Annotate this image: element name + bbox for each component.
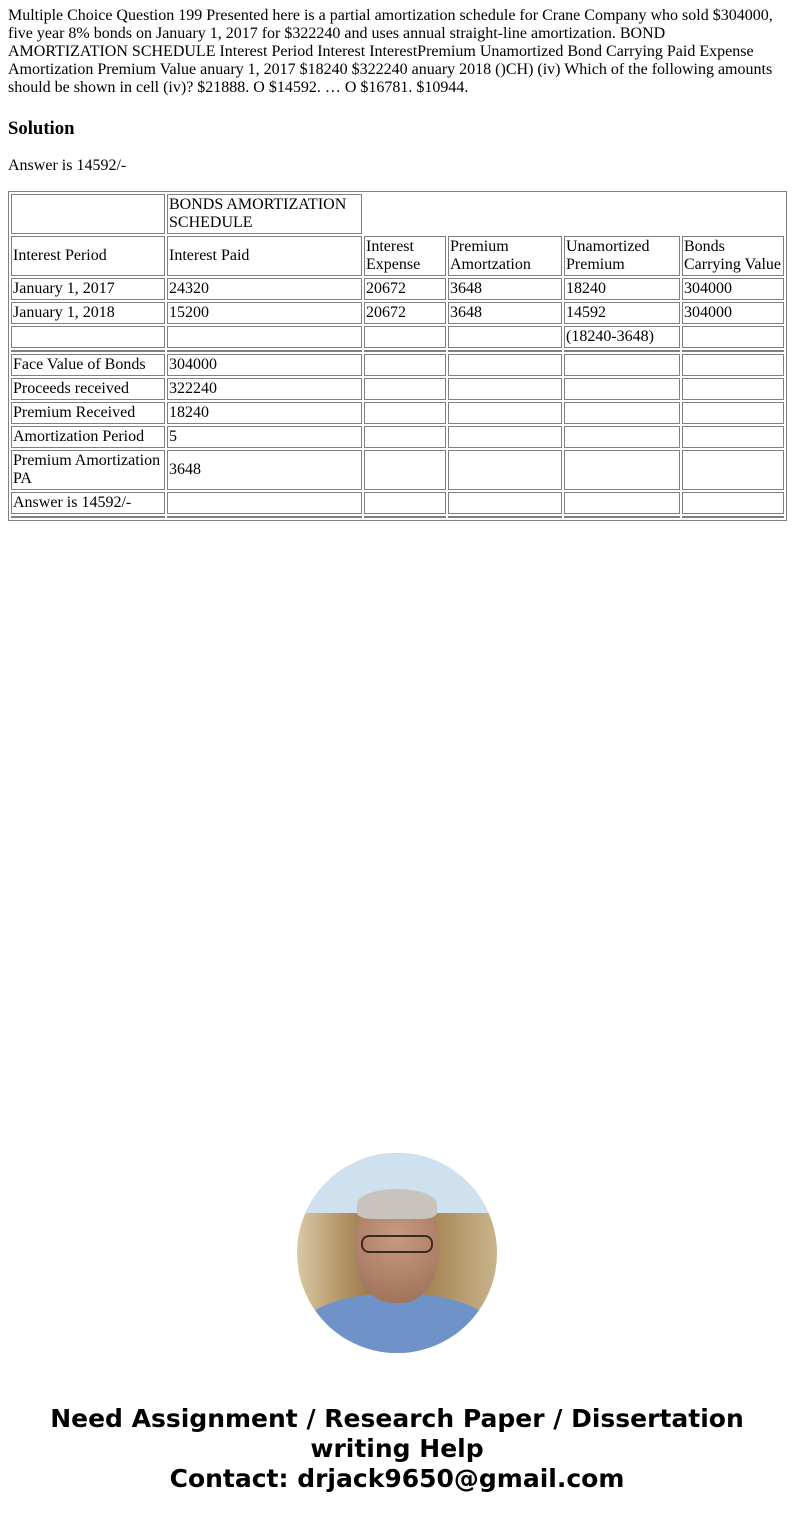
amortization-table: BONDS AMORTIZATION SCHEDULE Interest Per… [8,191,787,521]
table-header-row: Interest Period Interest Paid Interest E… [11,236,784,276]
column-header: Interest Paid [167,236,362,276]
separator-row [11,350,784,352]
table-cell [564,426,680,448]
answer-text: Answer is 14592/- [8,157,127,174]
question-text: Multiple Choice Question 199 Presented h… [8,7,773,96]
table-cell: Amortization Period [11,426,165,448]
table-cell [11,194,165,234]
table-cell [682,492,784,514]
table-cell [364,354,446,376]
table-cell: 18240 [564,278,680,300]
table-cell [167,492,362,514]
table-cell [682,402,784,424]
table-cell: 18240 [167,402,362,424]
table-cell [564,492,680,514]
table-cell [564,450,680,490]
summary-row: Premium Amortization PA 3648 [11,450,784,490]
footer-contact: Contact: drjack9650@gmail.com [169,1464,625,1493]
table-cell: 304000 [167,354,362,376]
table-row: January 1, 2018 15200 20672 3648 14592 304000 [11,302,784,324]
table-title-row: BONDS AMORTIZATION SCHEDULE [11,194,784,234]
table-cell [564,354,680,376]
table-cell [167,326,362,348]
table-cell [564,378,680,400]
table-cell: Proceeds received [11,378,165,400]
table-cell [364,402,446,424]
contact-footer: Need Assignment / Research Paper / Disse… [0,1404,794,1494]
table-cell: 3648 [448,278,562,300]
table-title: BONDS AMORTIZATION SCHEDULE [167,194,362,234]
table-row: (18240-3648) [11,326,784,348]
table-cell [364,450,446,490]
summary-row: Amortization Period 5 [11,426,784,448]
table-cell [682,450,784,490]
table-cell: 322240 [167,378,362,400]
table-cell [364,492,446,514]
table-cell [448,402,562,424]
author-avatar [297,1153,497,1353]
column-header: Interest Expense [364,236,446,276]
glasses-icon [361,1235,433,1253]
summary-row: Premium Received 18240 [11,402,784,424]
table-cell: January 1, 2018 [11,302,165,324]
table-cell [364,326,446,348]
table-cell [364,378,446,400]
column-header: Bonds Carrying Value [682,236,784,276]
table-cell: 24320 [167,278,362,300]
table-cell: 14592 [564,302,680,324]
table-cell: Premium Amortization PA [11,450,165,490]
table-cell [682,326,784,348]
summary-row: Answer is 14592/- [11,492,784,514]
table-row: January 1, 2017 24320 20672 3648 18240 304000 [11,278,784,300]
table-cell [682,354,784,376]
column-header: Premium Amortzation [448,236,562,276]
solution-heading: Solution [8,118,75,139]
table-cell: Premium Received [11,402,165,424]
table-cell [682,426,784,448]
table-cell [448,326,562,348]
table-cell: January 1, 2017 [11,278,165,300]
table-cell [448,354,562,376]
separator-row [11,516,784,518]
table-cell [682,378,784,400]
table-cell: 15200 [167,302,362,324]
table-cell: 20672 [364,302,446,324]
table-cell [564,402,680,424]
table-cell: 304000 [682,278,784,300]
table-cell: 5 [167,426,362,448]
table-cell: 3648 [167,450,362,490]
table-cell: 20672 [364,278,446,300]
table-cell [364,426,446,448]
table-cell: 3648 [448,302,562,324]
column-header: Interest Period [11,236,165,276]
column-header: Unamortized Premium [564,236,680,276]
table-cell: 304000 [682,302,784,324]
table-cell [448,450,562,490]
table-cell [448,492,562,514]
table-cell: Answer is 14592/- [11,492,165,514]
summary-row: Proceeds received 322240 [11,378,784,400]
table-cell: (18240-3648) [564,326,680,348]
summary-row: Face Value of Bonds 304000 [11,354,784,376]
footer-line1: Need Assignment / Research Paper / Disse… [50,1404,744,1463]
table-cell: Face Value of Bonds [11,354,165,376]
table-cell [448,378,562,400]
table-cell [11,326,165,348]
table-cell [448,426,562,448]
